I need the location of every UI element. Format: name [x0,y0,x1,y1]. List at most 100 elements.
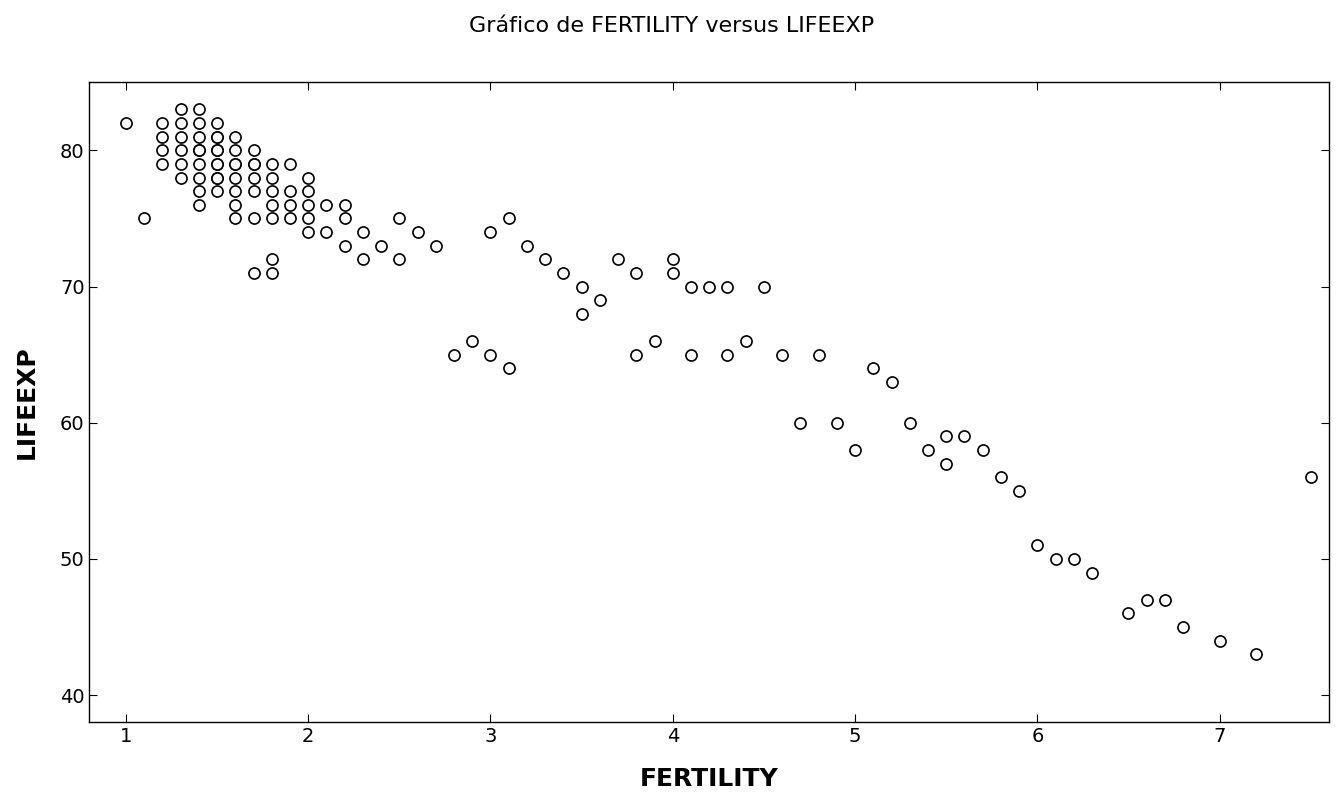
Point [169,157,191,170]
Point [224,198,246,211]
Point [1246,648,1267,661]
Point [863,362,884,375]
Point [644,334,665,347]
Point [589,293,610,306]
Point [261,171,282,184]
Point [261,185,282,197]
Point [333,212,355,225]
Point [1008,484,1030,497]
Point [206,157,227,170]
Point [206,117,227,130]
Point [1136,593,1157,606]
Point [333,239,355,252]
Point [499,212,520,225]
Point [152,117,173,130]
Point [316,226,337,239]
Point [224,131,246,143]
Point [899,416,921,429]
Point [169,103,191,116]
Point [224,212,246,225]
Point [771,348,793,361]
Point [169,171,191,184]
Point [297,198,319,211]
Point [261,212,282,225]
Point [169,117,191,130]
Point [935,430,957,442]
Y-axis label: LIFEEXP: LIFEEXP [15,346,39,459]
Point [716,348,738,361]
Point [206,144,227,157]
Point [571,280,593,293]
Point [808,348,829,361]
Point [243,185,265,197]
Point [188,157,210,170]
Point [297,185,319,197]
Point [972,443,993,456]
Point [407,226,429,239]
Point [261,253,282,266]
Point [188,198,210,211]
Point [243,144,265,157]
Point [188,171,210,184]
Point [352,253,374,266]
Point [388,253,410,266]
Point [552,267,574,280]
Point [206,131,227,143]
Point [954,430,976,442]
Point [206,131,227,143]
Point [224,171,246,184]
Point [699,280,720,293]
Point [1063,552,1085,565]
Point [243,171,265,184]
Point [844,443,866,456]
Point [224,157,246,170]
Point [297,171,319,184]
Point [224,157,246,170]
Point [1118,607,1140,620]
Point [133,212,155,225]
Point [1082,566,1103,579]
Point [535,253,556,266]
Point [480,226,501,239]
Point [206,171,227,184]
Point [663,253,684,266]
Point [188,117,210,130]
Point [152,144,173,157]
Point [461,334,482,347]
Point [625,267,646,280]
Point [224,144,246,157]
Point [425,239,446,252]
Point [1154,593,1176,606]
Point [280,185,301,197]
Point [917,443,938,456]
Point [297,212,319,225]
Point [735,334,757,347]
Point [680,348,702,361]
Point [188,103,210,116]
Point [571,307,593,320]
Point [243,267,265,280]
Point [206,144,227,157]
Point [243,157,265,170]
Point [827,416,848,429]
Point [333,198,355,211]
Point [625,348,646,361]
Point [716,280,738,293]
Point [991,471,1012,484]
Point [261,198,282,211]
Point [480,348,501,361]
Point [388,212,410,225]
Point [371,239,392,252]
Point [516,239,538,252]
Point [680,280,702,293]
Point [188,144,210,157]
Point [1208,634,1230,647]
Point [261,267,282,280]
Point [116,117,137,130]
Point [935,457,957,470]
Point [169,131,191,143]
Point [607,253,629,266]
Point [206,157,227,170]
Point [280,198,301,211]
Point [663,267,684,280]
